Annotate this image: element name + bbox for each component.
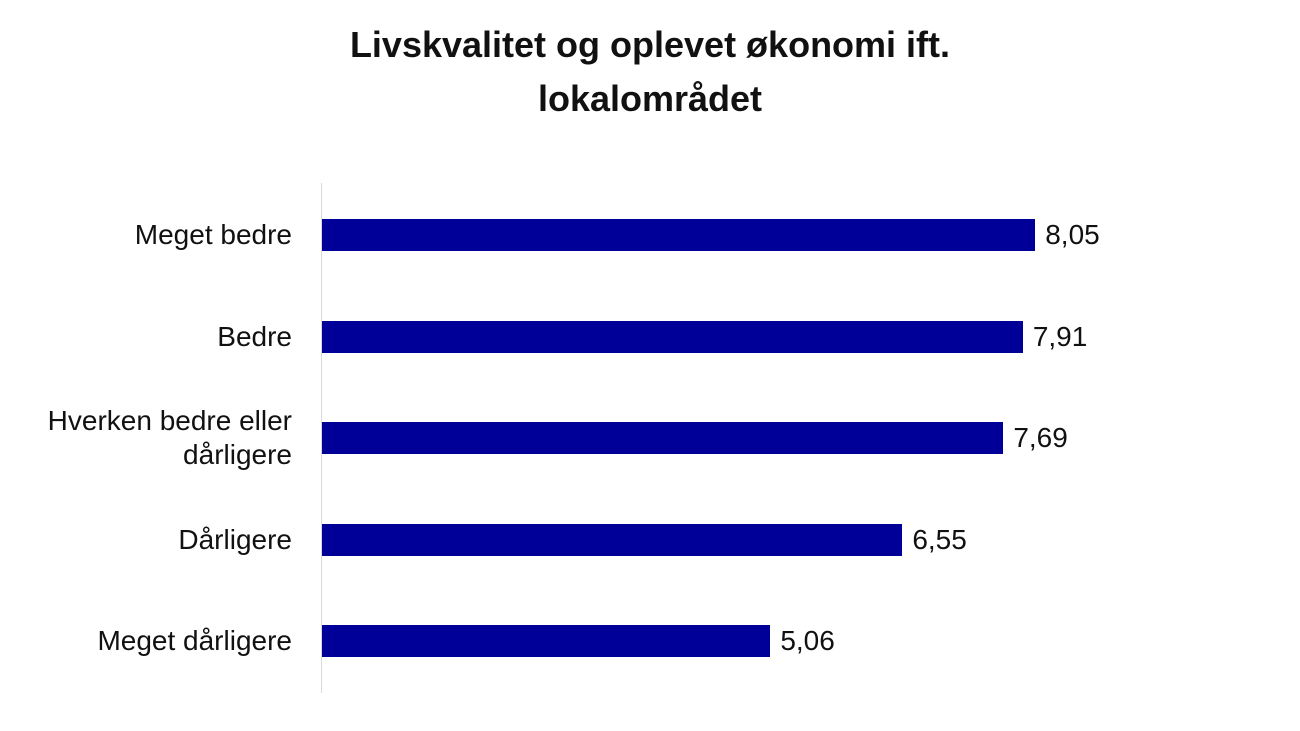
value-label: 7,69 xyxy=(1013,422,1068,453)
bar xyxy=(322,422,1004,454)
bar xyxy=(322,320,1023,353)
chart-title: Livskvalitet og oplevet økonomi ift. lok… xyxy=(349,24,951,119)
bar xyxy=(322,523,903,556)
category-axis-line xyxy=(321,183,322,693)
category-label: Hverken bedre eller dårligere xyxy=(47,405,292,470)
category-label: Meget bedre xyxy=(134,219,292,250)
bar xyxy=(322,625,771,657)
bar xyxy=(322,219,1036,251)
value-label: 8,05 xyxy=(1045,219,1100,250)
category-label: Bedre xyxy=(217,320,292,352)
value-label: 5,06 xyxy=(780,625,835,656)
category-label: Dårligere xyxy=(178,523,292,555)
category-label: Meget dårligere xyxy=(97,625,292,656)
value-label: 6,55 xyxy=(912,523,967,555)
value-label: 7,91 xyxy=(1032,320,1088,352)
